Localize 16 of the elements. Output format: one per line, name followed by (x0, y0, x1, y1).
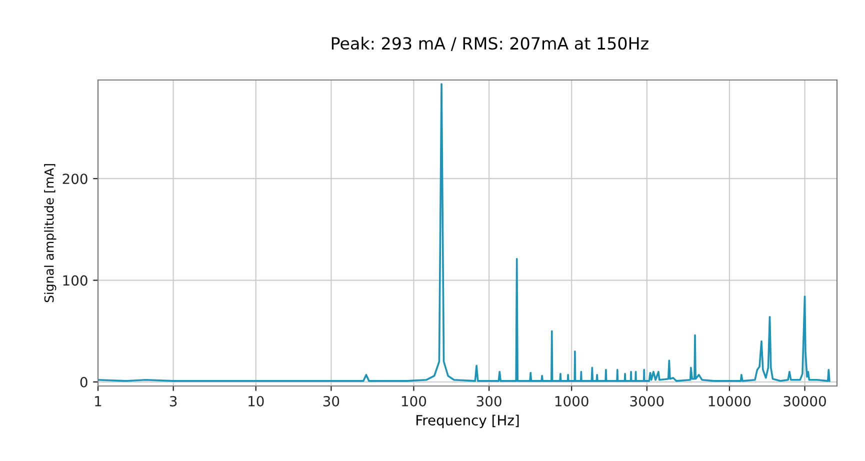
y-tick-label: 0 (80, 376, 88, 388)
x-tick-label: 1 (95, 396, 102, 406)
x-tick-label: 100 (402, 396, 426, 406)
y-axis-title: Signal amplitude [mA] (44, 164, 56, 302)
x-tick-label: 300 (476, 396, 502, 406)
x-tick-label: 1000 (555, 396, 588, 406)
y-tick-label: 100 (63, 275, 88, 286)
x-axis-title: Frequency [Hz] (416, 414, 519, 428)
x-tick-label: 3000 (630, 396, 664, 406)
x-tick-label: 10 (248, 396, 264, 406)
chart-title: Peak: 293 mA / RMS: 207mA at 150Hz (332, 36, 648, 51)
x-tick-label: 30000 (784, 396, 826, 406)
y-tick-label: 200 (62, 174, 88, 184)
x-tick-label: 30 (323, 396, 340, 406)
x-tick-label: 10000 (708, 396, 751, 406)
x-tick-label: 3 (170, 396, 177, 406)
